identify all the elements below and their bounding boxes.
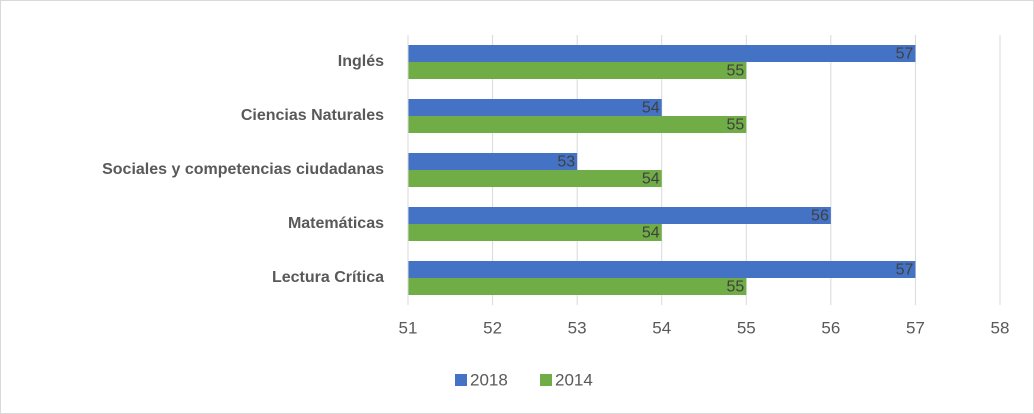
legend-label: 2018: [470, 370, 508, 389]
data-label: 54: [642, 225, 660, 242]
bar: [408, 116, 747, 133]
category-label: Matemáticas: [288, 215, 384, 232]
category-label: Lectura Crítica: [272, 269, 384, 286]
data-label: 55: [726, 117, 744, 134]
bar: [408, 153, 578, 170]
bar: [408, 207, 831, 224]
data-label: 55: [726, 279, 744, 296]
data-label: 54: [642, 171, 660, 188]
x-tick-label: 57: [906, 318, 925, 337]
category-label: Sociales y competencias ciudadanas: [102, 161, 384, 178]
x-tick-label: 51: [399, 318, 418, 337]
bar: [408, 278, 747, 295]
x-tick-label: 53: [568, 318, 587, 337]
x-tick-label: 55: [737, 318, 756, 337]
data-label: 56: [811, 208, 829, 225]
data-label: 54: [642, 100, 660, 117]
x-tick-label: 58: [991, 318, 1010, 337]
legend-swatch: [540, 374, 552, 386]
data-label: 57: [896, 262, 914, 279]
x-tick-label: 56: [821, 318, 840, 337]
legend-swatch: [455, 374, 467, 386]
legend-label: 2014: [555, 370, 593, 389]
data-label: 57: [896, 46, 914, 63]
bar: [408, 62, 747, 79]
data-label: 53: [557, 154, 575, 171]
category-label: Ciencias Naturales: [241, 107, 384, 124]
x-tick-label: 52: [483, 318, 502, 337]
data-label: 55: [726, 63, 744, 80]
bar: [408, 99, 662, 116]
bar: [408, 45, 916, 62]
x-tick-label: 54: [652, 318, 671, 337]
bar: [408, 224, 662, 241]
category-label: Inglés: [338, 53, 384, 70]
bar: [408, 261, 916, 278]
bar: [408, 170, 662, 187]
